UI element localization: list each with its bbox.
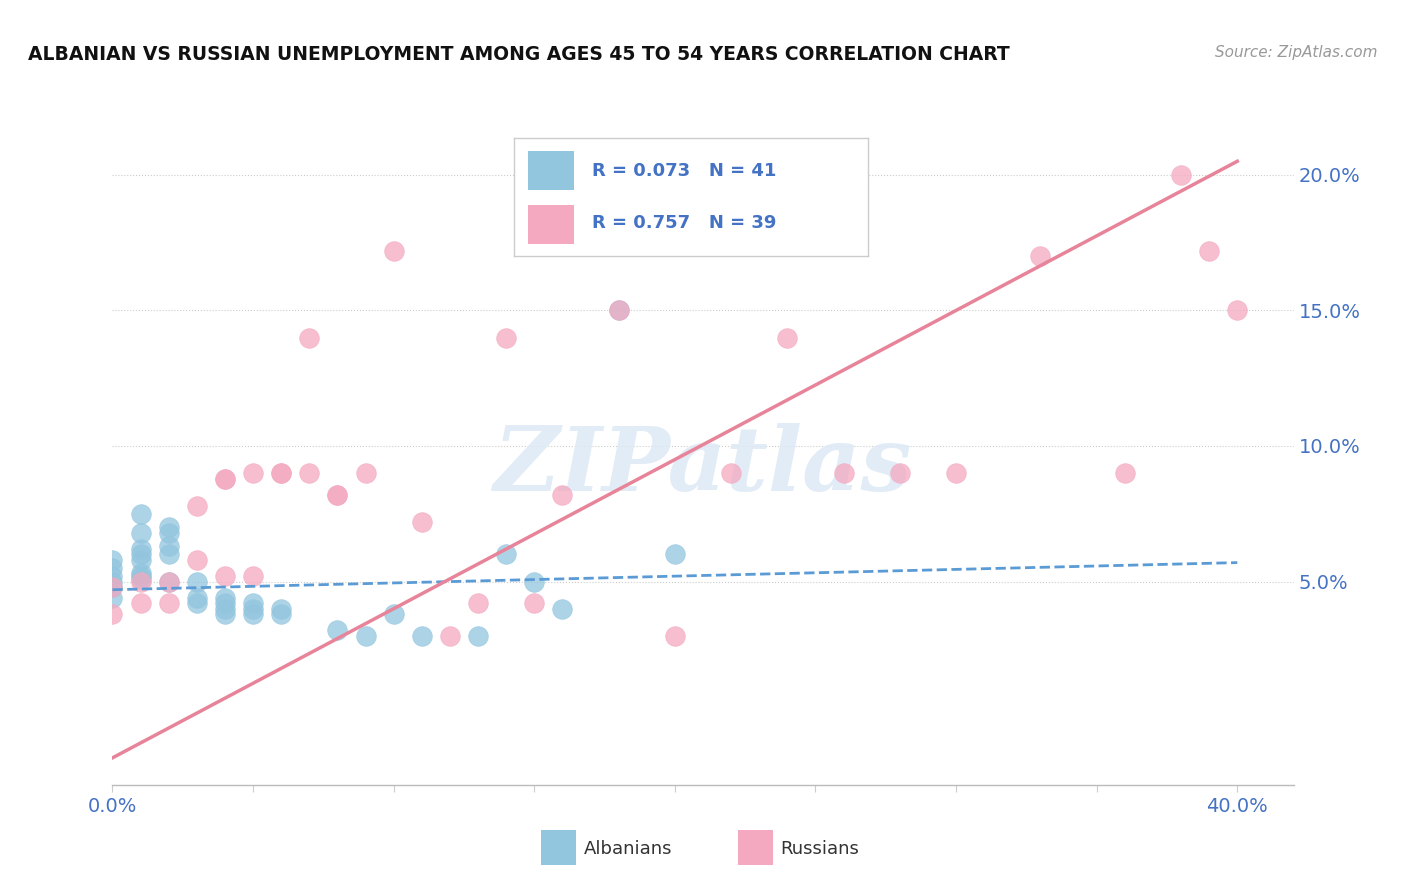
Point — [551, 601, 574, 615]
Point — [326, 488, 349, 502]
Point — [129, 525, 152, 540]
Y-axis label: Unemployment Among Ages 45 to 54 years: Unemployment Among Ages 45 to 54 years — [0, 264, 8, 628]
Point — [607, 303, 630, 318]
Text: ALBANIAN VS RUSSIAN UNEMPLOYMENT AMONG AGES 45 TO 54 YEARS CORRELATION CHART: ALBANIAN VS RUSSIAN UNEMPLOYMENT AMONG A… — [28, 45, 1010, 63]
Point — [214, 471, 236, 485]
Point — [495, 330, 517, 344]
Text: Albanians: Albanians — [583, 840, 672, 858]
Point — [157, 520, 180, 534]
Point — [1029, 249, 1052, 263]
Point — [129, 566, 152, 581]
Point — [242, 601, 264, 615]
Point — [242, 607, 264, 621]
Point — [664, 629, 686, 643]
Point — [1198, 244, 1220, 258]
Point — [101, 553, 124, 567]
Point — [101, 569, 124, 583]
Point — [214, 607, 236, 621]
Point — [326, 488, 349, 502]
Point — [242, 569, 264, 583]
Point — [298, 330, 321, 344]
Point — [129, 574, 152, 589]
Point — [186, 553, 208, 567]
Point — [439, 629, 461, 643]
Point — [523, 574, 546, 589]
Point — [186, 596, 208, 610]
Point — [129, 507, 152, 521]
Point — [382, 244, 405, 258]
Point — [129, 548, 152, 562]
Point — [186, 499, 208, 513]
Point — [1114, 466, 1136, 480]
Point — [467, 596, 489, 610]
Point — [157, 525, 180, 540]
Point — [101, 580, 124, 594]
Point — [889, 466, 911, 480]
Point — [523, 596, 546, 610]
Point — [129, 572, 152, 586]
Point — [1226, 303, 1249, 318]
Point — [354, 466, 377, 480]
Point — [776, 330, 799, 344]
Point — [1170, 168, 1192, 182]
Point — [101, 574, 124, 589]
Point — [467, 629, 489, 643]
Point — [214, 471, 236, 485]
Point — [157, 596, 180, 610]
Point — [495, 548, 517, 562]
Point — [720, 466, 742, 480]
Point — [157, 539, 180, 553]
Point — [945, 466, 967, 480]
Point — [298, 466, 321, 480]
Text: Source: ZipAtlas.com: Source: ZipAtlas.com — [1215, 45, 1378, 60]
Point — [129, 596, 152, 610]
Point — [101, 561, 124, 575]
Point — [101, 591, 124, 605]
Point — [270, 466, 292, 480]
Point — [214, 591, 236, 605]
Point — [214, 601, 236, 615]
Point — [664, 548, 686, 562]
Point — [242, 466, 264, 480]
Point — [270, 607, 292, 621]
Point — [186, 591, 208, 605]
Point — [214, 596, 236, 610]
Text: ZIPatlas: ZIPatlas — [495, 423, 911, 509]
Point — [186, 574, 208, 589]
Point — [411, 515, 433, 529]
Point — [270, 601, 292, 615]
Point — [382, 607, 405, 621]
Point — [157, 548, 180, 562]
Point — [129, 569, 152, 583]
Point — [354, 629, 377, 643]
Point — [242, 596, 264, 610]
Point — [832, 466, 855, 480]
Point — [214, 569, 236, 583]
Point — [270, 466, 292, 480]
Point — [607, 303, 630, 318]
Point — [157, 574, 180, 589]
Point — [101, 580, 124, 594]
Point — [157, 574, 180, 589]
Text: Russians: Russians — [780, 840, 859, 858]
Point — [326, 624, 349, 638]
Point — [129, 553, 152, 567]
Point — [411, 629, 433, 643]
Point — [129, 542, 152, 557]
Point — [101, 607, 124, 621]
Point — [551, 488, 574, 502]
